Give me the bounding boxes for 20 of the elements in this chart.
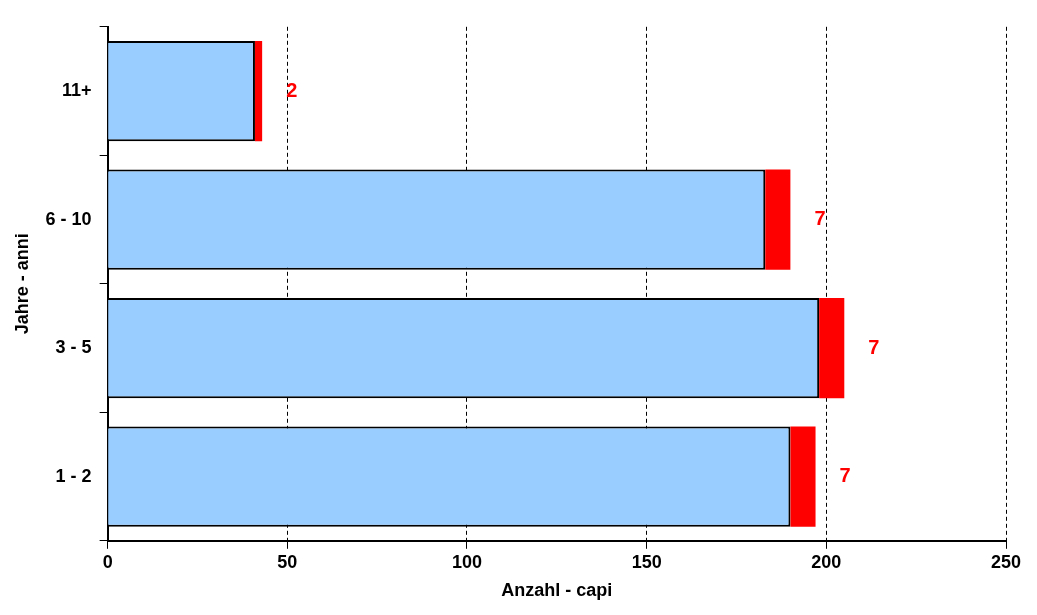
x-tick-label: 100: [451, 551, 482, 572]
bar: [790, 426, 816, 527]
x-tick-label: 50: [277, 551, 298, 572]
x-tick-label: 150: [631, 551, 662, 572]
data-label: 7: [814, 207, 826, 230]
bar: [765, 169, 791, 270]
x-tick-label: 200: [811, 551, 842, 572]
y-axis-title: Jahre - anni: [11, 233, 32, 335]
x-axis-title: Anzahl - capi: [501, 580, 613, 601]
y-tick-label: 1 - 2: [55, 465, 92, 486]
y-tick-label: 6 - 10: [45, 208, 92, 229]
y-tick-label: 11+: [62, 80, 92, 101]
bar: [254, 40, 263, 142]
x-tick-label: 0: [102, 551, 113, 572]
data-label: 7: [839, 464, 851, 487]
y-tick-label: 3 - 5: [55, 337, 92, 358]
data-label: 7: [868, 335, 880, 358]
data-label: 2: [286, 78, 298, 101]
x-tick-label: 250: [990, 551, 1022, 572]
bar: [819, 297, 845, 399]
